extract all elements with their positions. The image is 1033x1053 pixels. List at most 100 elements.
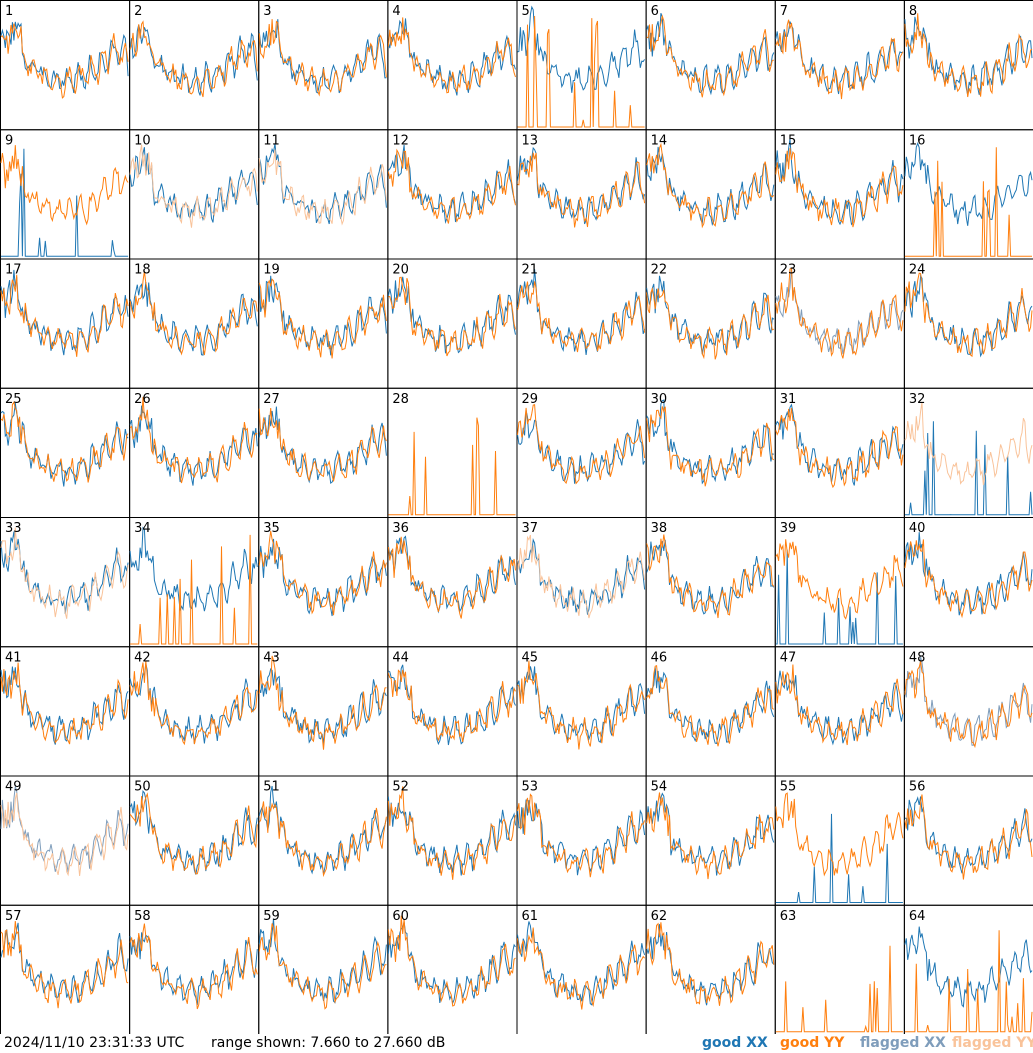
panel-44: 44	[387, 646, 518, 777]
panel-label: 9	[5, 133, 13, 148]
panel-46-xx-line	[646, 667, 775, 744]
panel-29-xx-line	[517, 410, 646, 484]
legend-flagged-yy: flagged YY	[952, 1035, 1033, 1051]
panel-frame	[516, 517, 647, 648]
panel-41-yy-line	[0, 662, 129, 745]
panel-label: 18	[134, 263, 151, 278]
panel-23-yy-line	[775, 267, 904, 359]
panel-33: 33	[0, 517, 131, 648]
panel-57-yy-line	[0, 920, 129, 1009]
panel-label: 52	[392, 780, 409, 795]
panel-38: 38	[645, 517, 776, 648]
panel-21: 21	[516, 258, 647, 389]
panel-11-yy-line	[258, 149, 387, 226]
panel-36-yy-line	[387, 536, 516, 619]
panel-label: 39	[780, 521, 797, 536]
panel-label: 1	[5, 4, 13, 19]
panel-2-xx-line	[129, 24, 258, 96]
panel-38-xx-line	[646, 539, 775, 615]
panel-frame	[903, 517, 1033, 648]
panel-label: 62	[651, 909, 668, 924]
range-text: range shown: 7.660 to 27.660 dB	[211, 1035, 446, 1051]
panel-12-xx-line	[388, 144, 516, 224]
panel-6: 6	[645, 0, 776, 131]
panel-28-yy-line	[388, 417, 516, 516]
panel-8: 8	[903, 0, 1033, 131]
panel-47-yy-line	[775, 664, 904, 746]
panel-label: 24	[909, 263, 926, 278]
panel-41: 41	[0, 646, 131, 777]
panel-52-xx-line	[387, 796, 516, 876]
panel-16: 16	[903, 129, 1033, 260]
panel-6-yy-line	[646, 14, 774, 98]
panel-frame	[0, 646, 131, 777]
panel-52-yy-line	[387, 786, 516, 880]
panel-5-xx-line	[517, 5, 646, 93]
panel-label: 7	[780, 4, 788, 19]
panel-7-yy-line	[775, 19, 904, 100]
panel-13: 13	[516, 129, 647, 260]
panel-frame	[0, 517, 131, 648]
panel-1: 1	[0, 0, 131, 131]
panel-14-yy-line	[646, 142, 775, 229]
panel-21-yy-line	[517, 281, 646, 353]
panel-frame	[258, 258, 389, 389]
panel-label: 13	[522, 133, 539, 148]
panel-46: 46	[645, 646, 776, 777]
panel-11: 11	[258, 129, 389, 260]
panel-label: 56	[909, 780, 926, 795]
panel-62: 62	[645, 904, 776, 1034]
panel-label: 55	[780, 780, 797, 795]
panel-48: 48	[903, 646, 1033, 777]
panel-33-yy-line	[0, 527, 129, 619]
panel-58: 58	[129, 904, 260, 1034]
panel-31: 31	[774, 387, 905, 518]
panel-label: 53	[522, 780, 539, 795]
panel-frame	[645, 646, 776, 777]
panel-49: 49	[0, 775, 131, 906]
panel-56-yy-line	[904, 794, 1033, 880]
panel-55-xx-line	[775, 813, 903, 903]
legend-good-xx: good XX	[702, 1035, 768, 1051]
panel-label: 34	[134, 521, 151, 536]
panel-label: 51	[263, 780, 280, 795]
panel-15: 15	[774, 129, 905, 260]
panel-27: 27	[258, 387, 389, 518]
panel-49-yy-line	[0, 792, 129, 877]
panel-37-yy-line	[517, 534, 646, 619]
panel-49-xx-line	[0, 786, 129, 873]
panel-15-yy-line	[775, 148, 904, 228]
panel-18-yy-line	[129, 271, 258, 356]
panel-3-yy-line	[258, 19, 387, 97]
panel-20: 20	[387, 258, 518, 389]
panel-25: 25	[0, 387, 131, 518]
panel-55-yy-line	[775, 792, 904, 877]
panel-31-yy-line	[775, 407, 904, 489]
panel-7-xx-line	[775, 21, 904, 95]
panel-29: 29	[516, 387, 647, 518]
panel-58-xx-line	[129, 932, 258, 1006]
panel-13-yy-line	[517, 152, 646, 228]
panel-26-yy-line	[129, 396, 258, 484]
panel-43: 43	[258, 646, 389, 777]
panel-frame	[516, 387, 647, 518]
panel-31-xx-line	[775, 403, 904, 486]
panel-48-yy-line	[904, 661, 1033, 749]
panel-frame	[516, 129, 647, 260]
panel-frame	[258, 775, 389, 906]
panel-63-yy-line	[775, 945, 903, 1033]
panel-label: 2	[134, 4, 142, 19]
panel-64: 64	[903, 904, 1033, 1034]
panel-22-xx-line	[646, 275, 775, 355]
panel-label: 32	[909, 392, 926, 407]
panel-label: 25	[5, 392, 22, 407]
panel-46-yy-line	[646, 665, 775, 747]
panel-39-yy-line	[775, 539, 904, 620]
panel-label: 60	[392, 909, 409, 924]
panel-label: 17	[5, 263, 22, 278]
panel-24: 24	[903, 258, 1033, 389]
panel-label: 43	[263, 650, 280, 665]
panel-2: 2	[129, 0, 260, 131]
panel-32: 32	[903, 387, 1033, 518]
